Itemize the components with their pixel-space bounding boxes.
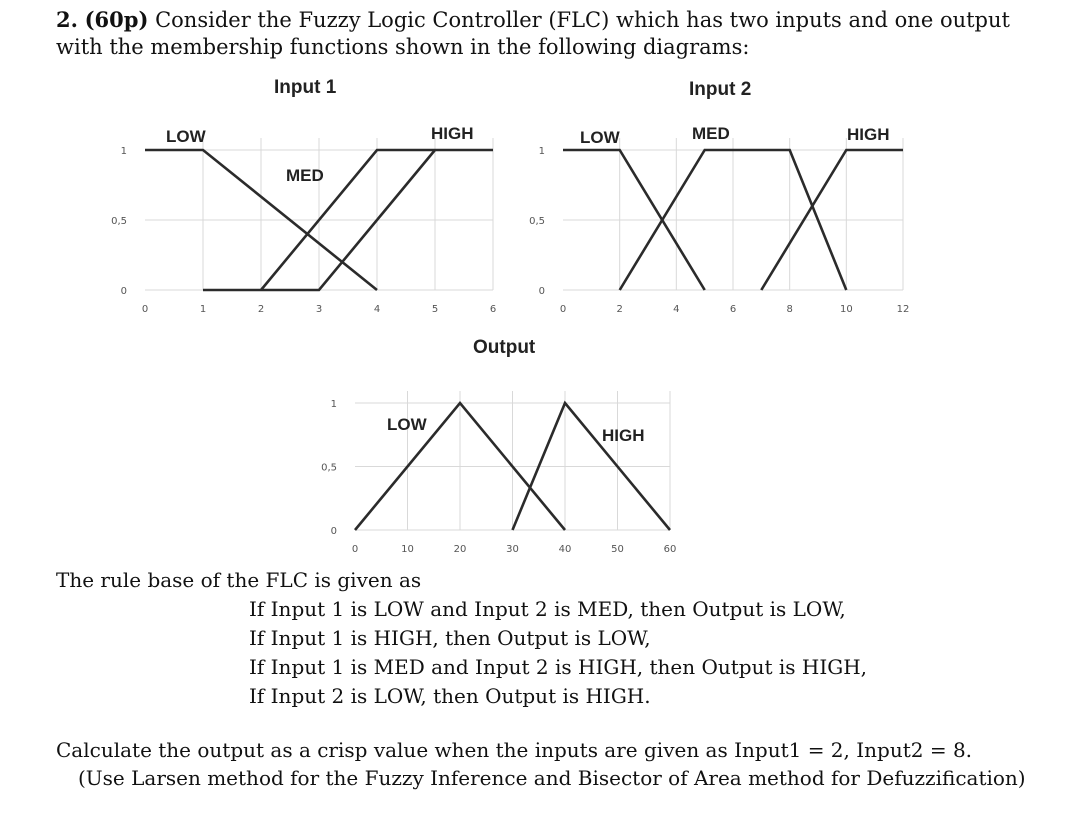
x-tick-label: 3 — [316, 304, 322, 315]
mf-line-low — [563, 148, 706, 291]
problem-statement: 2. (60p) Consider the Fuzzy Logic Contro… — [56, 6, 1066, 61]
x-tick-label: 1 — [200, 304, 206, 315]
x-tick-label: 2 — [258, 304, 264, 315]
mf-label-high: HIGH — [847, 125, 890, 144]
chart-title-output: Output — [473, 337, 536, 358]
mf-label-low: LOW — [580, 128, 621, 147]
y-tick-label: 0 — [121, 286, 127, 297]
y-tick-label: 0,5 — [529, 216, 545, 227]
task-line-1: Calculate the output as a crisp value wh… — [56, 738, 973, 762]
task-statement: Calculate the output as a crisp value wh… — [56, 736, 1066, 792]
y-tick-label: 1 — [331, 399, 337, 410]
statement-text-1: Consider the Fuzzy Logic Controller (FLC… — [155, 8, 1010, 32]
x-tick-label: 0 — [352, 544, 358, 555]
rule-item: If Input 1 is LOW and Input 2 is MED, th… — [249, 597, 846, 621]
x-tick-label: 6 — [490, 304, 496, 315]
x-tick-label: 0 — [142, 304, 148, 315]
rule-item: If Input 1 is MED and Input 2 is HIGH, t… — [249, 655, 868, 679]
problem-number: 2. — [56, 7, 78, 32]
x-tick-label: 40 — [559, 544, 572, 555]
mf-line-high — [760, 148, 903, 291]
x-tick-label: 4 — [374, 304, 380, 315]
x-tick-label: 8 — [786, 304, 792, 315]
mf-label-med: MED — [286, 166, 324, 185]
y-tick-label: 0,5 — [321, 463, 337, 474]
x-tick-label: 20 — [454, 544, 467, 555]
mf-label-high: HIGH — [431, 124, 474, 143]
mf-line-med — [618, 148, 848, 291]
x-tick-label: 0 — [560, 304, 566, 315]
rule-intro: The rule base of the FLC is given as — [56, 568, 422, 592]
chart-title-input-1: Input 1 — [274, 77, 337, 98]
x-tick-label: 30 — [506, 544, 519, 555]
rule-item: If Input 2 is LOW, then Output is HIGH. — [249, 684, 651, 708]
x-tick-label: 10 — [401, 544, 414, 555]
x-tick-label: 10 — [840, 304, 853, 315]
statement-line-2: with the membership functions shown in t… — [56, 35, 750, 59]
y-tick-label: 1 — [121, 146, 127, 157]
mf-line-high — [511, 400, 672, 531]
mf-label-low: LOW — [387, 415, 428, 434]
mf-label-high: HIGH — [602, 426, 645, 445]
x-tick-label: 4 — [673, 304, 679, 315]
x-tick-label: 2 — [616, 304, 622, 315]
y-tick-label: 1 — [539, 146, 545, 157]
y-tick-label: 0,5 — [111, 216, 127, 227]
problem-points: (60p) — [84, 7, 149, 32]
mf-label-low: LOW — [166, 127, 207, 146]
x-tick-label: 12 — [897, 304, 910, 315]
chart-title-input-2: Input 2 — [689, 79, 752, 100]
x-tick-label: 60 — [664, 544, 677, 555]
y-tick-label: 0 — [539, 286, 545, 297]
statement-line-1: 2. (60p) Consider the Fuzzy Logic Contro… — [56, 6, 1066, 34]
mf-line-med — [203, 149, 437, 292]
rule-item: If Input 1 is HIGH, then Output is LOW, — [249, 626, 651, 650]
rule-list: If Input 1 is LOW and Input 2 is MED, th… — [249, 595, 1066, 711]
mf-line-low — [145, 148, 378, 292]
mf-line-high — [259, 148, 493, 291]
x-tick-label: 6 — [730, 304, 736, 315]
mf-label-med: MED — [692, 124, 730, 143]
rule-base: The rule base of the FLC is given as If … — [56, 566, 1066, 711]
task-line-2: (Use Larsen method for the Fuzzy Inferen… — [78, 766, 1026, 790]
x-tick-label: 5 — [432, 304, 438, 315]
y-tick-label: 0 — [331, 526, 337, 537]
x-tick-label: 50 — [611, 544, 624, 555]
